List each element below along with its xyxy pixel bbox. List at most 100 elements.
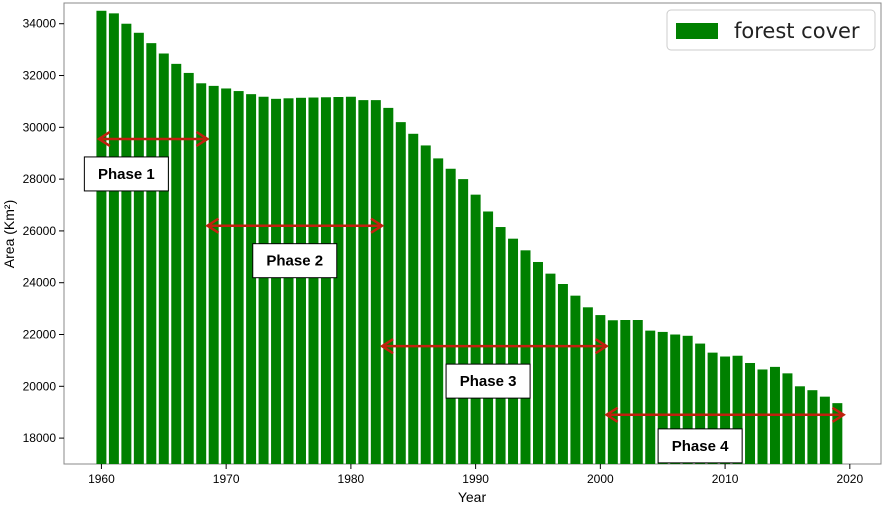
bar-1965 — [158, 53, 169, 464]
bar-1996 — [545, 273, 556, 464]
phase-4-arrowhead-right — [831, 406, 846, 423]
x-tick-label-1990: 1990 — [462, 472, 489, 486]
bar-2008 — [695, 343, 706, 464]
bar-1979 — [333, 97, 344, 464]
legend-label: forest cover — [734, 19, 860, 43]
y-tick-label-18000: 18000 — [23, 431, 57, 445]
x-axis: 1960 1970 1980 1990 2000 2010 2020 — [88, 464, 863, 486]
phase-1-arrowhead-right — [195, 130, 210, 148]
bar-1981 — [358, 100, 369, 465]
bar-2015 — [782, 373, 793, 464]
bar-1966 — [171, 63, 182, 465]
y-axis: 18000 20000 22000 24000 26000 28000 30000 32000… — [23, 17, 64, 445]
bar-1960 — [96, 10, 107, 465]
x-tick-label-1960: 1960 — [88, 472, 115, 486]
bar-1963 — [133, 32, 144, 464]
bar-1978 — [320, 97, 331, 465]
phase-annotations: Phase 1 Phase 2 Phase 3 Phase 4 — [83, 130, 846, 464]
y-tick-label-24000: 24000 — [23, 276, 57, 290]
bar-2003 — [632, 320, 643, 464]
bar-1986 — [420, 145, 431, 464]
bar-2000 — [595, 315, 606, 464]
bar-2016 — [794, 386, 805, 464]
bar-1962 — [121, 23, 132, 464]
bar-2017 — [807, 390, 818, 464]
phase-2-label: Phase 2 — [266, 253, 323, 270]
y-tick-label-34000: 34000 — [23, 17, 57, 31]
bar-1984 — [395, 122, 406, 464]
y-tick-label-26000: 26000 — [23, 224, 57, 238]
bar-1970 — [221, 88, 232, 464]
legend: forest cover — [666, 9, 876, 51]
bar-2011 — [732, 355, 743, 464]
phase-1-label: Phase 1 — [98, 166, 155, 183]
bar-1968 — [196, 83, 207, 464]
bar-2005 — [657, 331, 668, 464]
y-tick-label-22000: 22000 — [23, 328, 57, 342]
bar-1983 — [383, 107, 394, 464]
x-tick-label-1980: 1980 — [338, 472, 365, 486]
x-axis-title: Year — [458, 489, 487, 505]
legend-frame — [666, 9, 876, 51]
legend-swatch — [676, 23, 718, 39]
y-tick-label-28000: 28000 — [23, 172, 57, 186]
phase-4-label: Phase 4 — [672, 438, 729, 455]
bar-2004 — [645, 330, 656, 464]
phase-2-box — [252, 243, 338, 279]
phase-3-label: Phase 3 — [460, 373, 517, 390]
bar-2002 — [620, 320, 631, 464]
phase-4-arrowhead-left — [604, 406, 619, 423]
bar-1967 — [183, 72, 194, 465]
bar-1964 — [146, 43, 157, 464]
bar-1961 — [108, 13, 119, 465]
phase-3-box — [445, 363, 531, 399]
bar-2019 — [832, 403, 843, 464]
bar-1989 — [458, 179, 469, 465]
x-tick-label-2020: 2020 — [836, 472, 863, 486]
y-tick-label-20000: 20000 — [23, 379, 57, 393]
x-tick-label-2010: 2010 — [712, 472, 739, 486]
bar-1982 — [370, 100, 381, 465]
bar-1995 — [533, 261, 543, 464]
y-axis-title: Area (Km²) — [1, 200, 17, 268]
x-tick-label-2000: 2000 — [587, 472, 614, 486]
bar-1975 — [283, 98, 294, 464]
bar-1969 — [208, 85, 219, 464]
bar-2012 — [745, 362, 756, 464]
phase-1-box — [83, 156, 169, 192]
bar-2013 — [757, 369, 768, 464]
bar-2006 — [670, 334, 681, 464]
bar-2018 — [819, 396, 830, 464]
bar-2007 — [682, 335, 693, 464]
bar-1994 — [520, 250, 531, 464]
bar-1999 — [582, 307, 593, 464]
phase-3-arrowhead-left — [379, 338, 394, 355]
bar-2010 — [720, 356, 731, 464]
bar-2009 — [707, 352, 718, 464]
bar-1973 — [258, 96, 269, 464]
bar-1997 — [557, 284, 568, 464]
bar-1972 — [246, 94, 257, 464]
x-tick-label-1970: 1970 — [213, 472, 240, 486]
bar-group — [96, 10, 843, 465]
y-tick-label-30000: 30000 — [23, 120, 57, 134]
bar-1976 — [296, 97, 306, 464]
bar-1993 — [508, 238, 519, 464]
phase-1-arrowhead-left — [96, 130, 111, 148]
bar-1998 — [570, 295, 581, 464]
phase-2-arrowhead-right — [370, 217, 385, 234]
bar-1991 — [483, 211, 494, 464]
bar-1980 — [345, 96, 356, 464]
bar-1987 — [433, 158, 444, 464]
bar-1974 — [271, 98, 282, 464]
bar-1985 — [408, 133, 419, 465]
bar-2001 — [607, 320, 618, 464]
phase-4-box — [657, 428, 743, 464]
bar-1990 — [470, 194, 481, 464]
phase-2-arrowhead-left — [205, 217, 220, 234]
bar-1977 — [308, 97, 319, 464]
bar-1988 — [445, 168, 456, 464]
phase-3-arrowhead-right — [594, 338, 609, 355]
y-tick-label-32000: 32000 — [23, 69, 57, 83]
